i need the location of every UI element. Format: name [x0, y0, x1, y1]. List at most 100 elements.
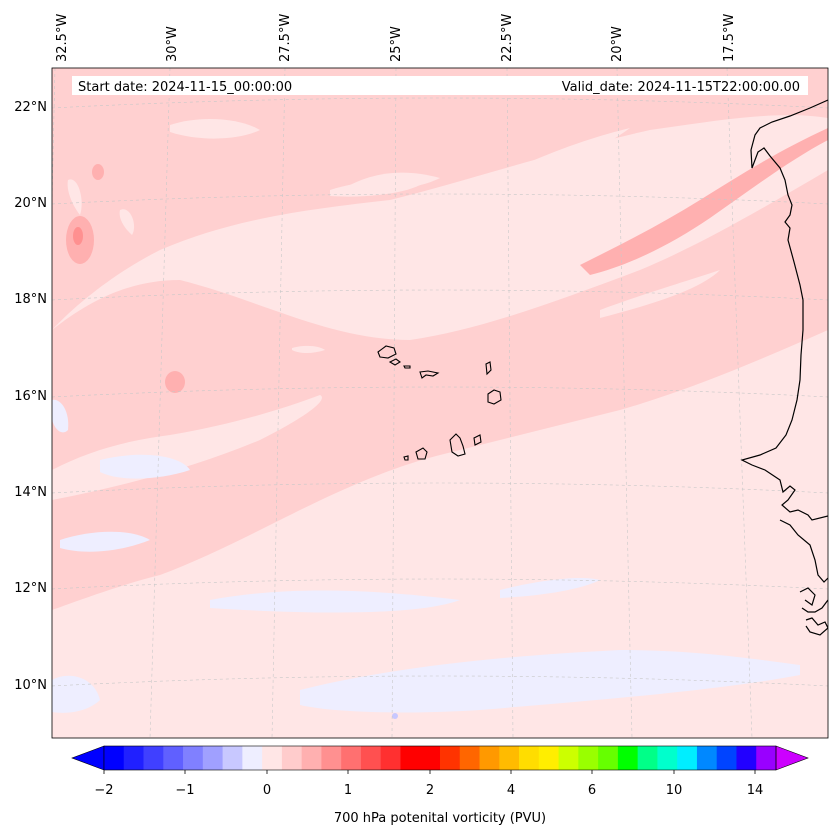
colorbar-segment: [123, 746, 144, 770]
colorbar-segment: [341, 746, 362, 770]
colorbar-under-arrow: [71, 745, 105, 771]
colorbar-segment: [558, 746, 579, 770]
pv-contour-main-band: [52, 170, 828, 610]
colorbar-segment: [479, 746, 500, 770]
lat-label: 10°N: [14, 678, 47, 693]
colorbar: [71, 745, 809, 774]
cape-verde-islands: [377, 345, 502, 461]
colorbar-segment: [696, 746, 718, 770]
colorbar-ticks: −2 −1 0 1 2 4 6 10 14: [94, 783, 763, 798]
lat-label: 22°N: [14, 100, 47, 115]
colorbar-title: 700 hPa potenital vorticity (PVU): [334, 811, 546, 826]
colorbar-tick-label: 10: [666, 783, 683, 798]
colorbar-segment: [242, 746, 263, 770]
colorbar-tick-label: −1: [175, 783, 194, 798]
colorbar-segment: [222, 746, 243, 770]
pv-contour-jet-streak: [580, 128, 828, 275]
colorbar-tick-label: −2: [94, 783, 113, 798]
colorbar-segment: [677, 746, 698, 770]
pv-negative-dot: [392, 713, 398, 719]
colorbar-segment: [202, 746, 223, 770]
colorbar-segment: [380, 746, 401, 770]
lon-label: 20°W: [610, 26, 625, 62]
latitude-labels: 22°N 20°N 18°N 16°N 14°N 12°N 10°N: [14, 100, 47, 693]
pv-negative-patch-3: [60, 531, 150, 552]
pv-light-patch-1: [170, 118, 260, 139]
lat-label: 20°N: [14, 196, 47, 211]
colorbar-segment: [281, 746, 303, 770]
pv-light-patch-4: [480, 128, 630, 195]
lat-label: 12°N: [14, 581, 47, 596]
graticule: [52, 68, 828, 738]
colorbar-segment: [736, 746, 757, 770]
lon-label: 25°W: [389, 26, 404, 62]
colorbar-segment: [459, 746, 480, 770]
start-date-label: Start date: 2024-11-15_00:00:00: [78, 80, 292, 95]
lat-label: 14°N: [14, 485, 47, 500]
pv-light-patch-6: [67, 179, 82, 215]
island-santa-luzia: [403, 365, 411, 369]
longitude-labels: 32.5°W 30°W 27.5°W 25°W 22.5°W 20°W 17.5…: [55, 14, 737, 62]
colorbar-segment: [262, 746, 283, 770]
pv-light-patch-7: [119, 209, 135, 235]
colorbar-segment: [420, 746, 441, 770]
pv-negative-patch-7: [500, 578, 600, 598]
pv-light-patch-8: [292, 345, 325, 353]
pv-blob-southwest: [165, 371, 185, 393]
colorbar-segment: [637, 746, 658, 770]
lon-label: 27.5°W: [278, 14, 293, 62]
lon-label: 22.5°W: [500, 14, 515, 62]
island-brava: [403, 455, 409, 461]
pv-contour-light-strip-2: [325, 525, 420, 552]
pv-light-patch-5: [600, 270, 720, 318]
colorbar-segment: [400, 746, 421, 770]
pv-negative-patch-2: [100, 454, 190, 479]
colorbar-tick-label: 4: [507, 783, 515, 798]
lon-label: 32.5°W: [55, 14, 70, 62]
colorbar-segment: [657, 746, 678, 770]
colorbar-segment: [301, 746, 322, 770]
west-africa-coastline: [740, 99, 828, 521]
pv-negative-patch-4: [210, 590, 460, 613]
island-fogo: [415, 447, 428, 460]
date-header-strip: [72, 76, 808, 95]
map-panel: [52, 68, 828, 738]
west-africa-coastline-south: [779, 519, 828, 636]
pv-blob-north: [92, 164, 104, 180]
pv-negative-patch-6: [52, 675, 100, 713]
colorbar-segment: [104, 746, 125, 770]
colorbar-tick-label: 14: [747, 783, 764, 798]
colorbar-segment: [360, 746, 382, 770]
island-sao-nicolau: [419, 370, 440, 379]
pv-negative-patch-1: [52, 399, 69, 433]
island-santo-antao: [377, 345, 397, 359]
colorbar-segment: [163, 746, 184, 770]
colorbar-segment: [617, 746, 639, 770]
island-santiago: [449, 433, 466, 457]
lon-label: 17.5°W: [722, 14, 737, 62]
lat-label: 18°N: [14, 292, 47, 307]
colorbar-over-arrow: [775, 745, 809, 771]
valid-date-label: Valid_date: 2024-11-15T22:00:00.00: [562, 80, 800, 95]
island-maio: [473, 434, 482, 446]
colorbar-segment: [321, 746, 342, 770]
pv-blob-west-core: [73, 227, 83, 245]
colorbar-segment: [598, 746, 619, 770]
colorbar-segment: [756, 746, 777, 770]
island-boa-vista: [487, 389, 502, 405]
map-frame: [51, 67, 829, 739]
pv-light-patch-3: [350, 172, 440, 191]
island-sal: [485, 361, 492, 376]
colorbar-tick-label: 6: [588, 783, 596, 798]
colorbar-segment: [440, 746, 461, 770]
colorbar-segment: [519, 746, 540, 770]
colorbar-tick-label: 0: [263, 783, 271, 798]
colorbar-tick-label: 2: [426, 783, 434, 798]
colorbar-tick-label: 1: [344, 783, 352, 798]
lat-label: 16°N: [14, 389, 47, 404]
island-sao-vicente: [388, 358, 401, 366]
colorbar-segment: [538, 746, 559, 770]
lon-label: 30°W: [165, 26, 180, 62]
colorbar-segment: [578, 746, 599, 770]
